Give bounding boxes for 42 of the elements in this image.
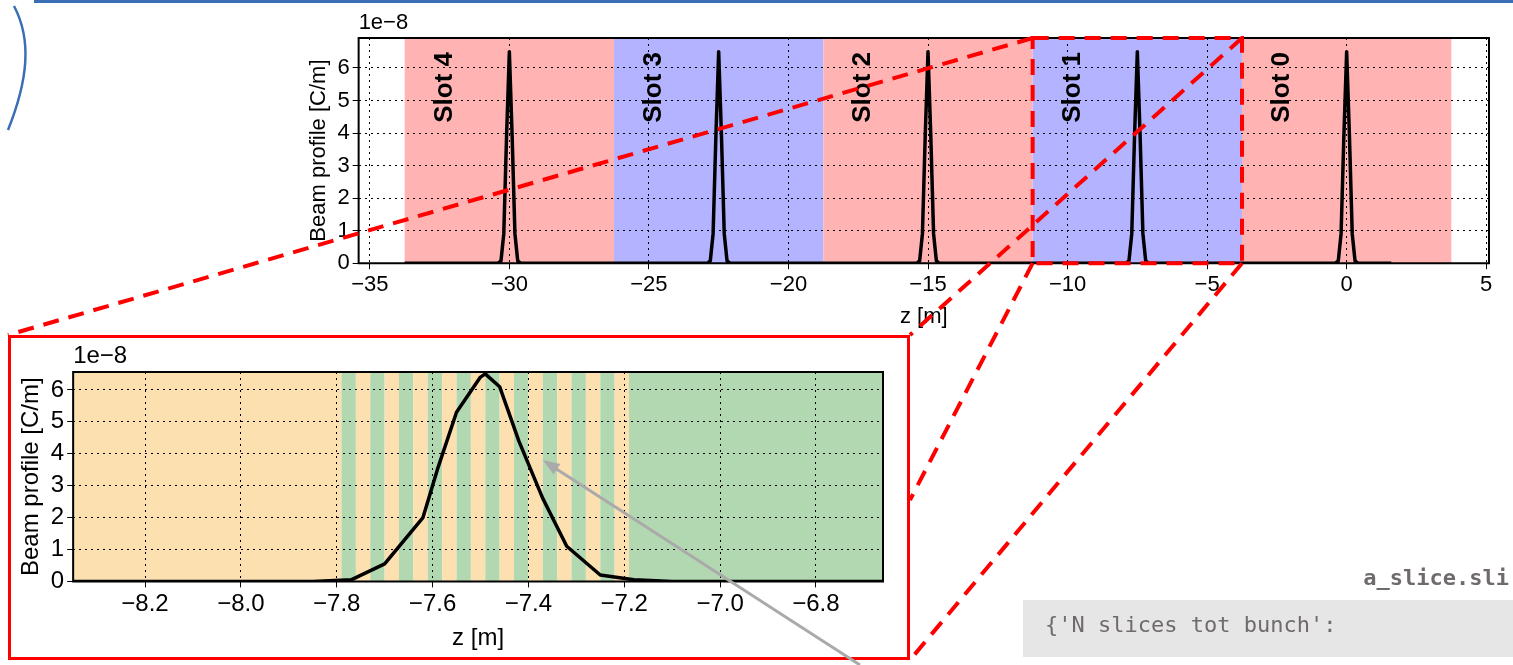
y-tick-label: 2 [337,184,350,210]
x-tick-label: −7.0 [696,589,744,617]
y-tick-label: 6 [50,374,65,402]
band-label: Slot 2 [846,52,877,123]
y-tick-label: 0 [337,249,350,275]
y-tick-label: 3 [50,470,65,498]
y-axis-title: Beam profile [C/m] [16,377,44,577]
y-tick-label: 4 [337,119,350,145]
band-label: Slot 1 [1055,52,1086,123]
text: {'N slices tot bunch': [1023,600,1513,657]
band-label: Slot 0 [1264,52,1295,123]
y-tick-label: 1 [50,534,65,562]
text: a_slice.sli [1362,565,1509,590]
x-tick-label: −7.6 [408,589,457,617]
y-axis-title: Beam profile [C/m] [305,59,331,242]
text: 1e−8 [73,340,128,368]
x-tick-label: −8.2 [121,589,169,617]
band-label: Slot 3 [636,52,667,123]
x-tick-label: −7.2 [600,589,648,617]
x-tick-label: −10 [1048,271,1087,297]
x-tick-label: −6.8 [792,589,840,617]
y-tick-label: 4 [50,438,65,466]
y-tick-label: 3 [337,151,350,177]
x-tick-label: −7.8 [313,589,361,617]
x-tick-label: −8.0 [217,589,265,617]
band-label: Slot 4 [427,51,458,123]
x-tick-label: −20 [769,271,808,297]
x-tick-label: 0 [1340,271,1353,297]
y-tick-label: 6 [337,54,350,79]
text: 1e−8 [358,9,409,35]
x-tick-label: −25 [630,271,668,297]
x-tick-label: −30 [490,271,529,297]
y-tick-label: 5 [337,86,350,112]
x-axis-title: z [m] [452,623,505,651]
x-tick-label: −7.4 [504,589,553,617]
x-tick-label: −35 [351,271,389,297]
x-tick-label: −5 [1194,271,1220,297]
y-tick-label: 2 [50,502,65,530]
x-tick-label: −15 [909,271,947,297]
y-tick-label: 5 [50,406,65,434]
y-tick-label: 0 [50,566,65,594]
x-tick-label: 5 [1480,271,1493,297]
